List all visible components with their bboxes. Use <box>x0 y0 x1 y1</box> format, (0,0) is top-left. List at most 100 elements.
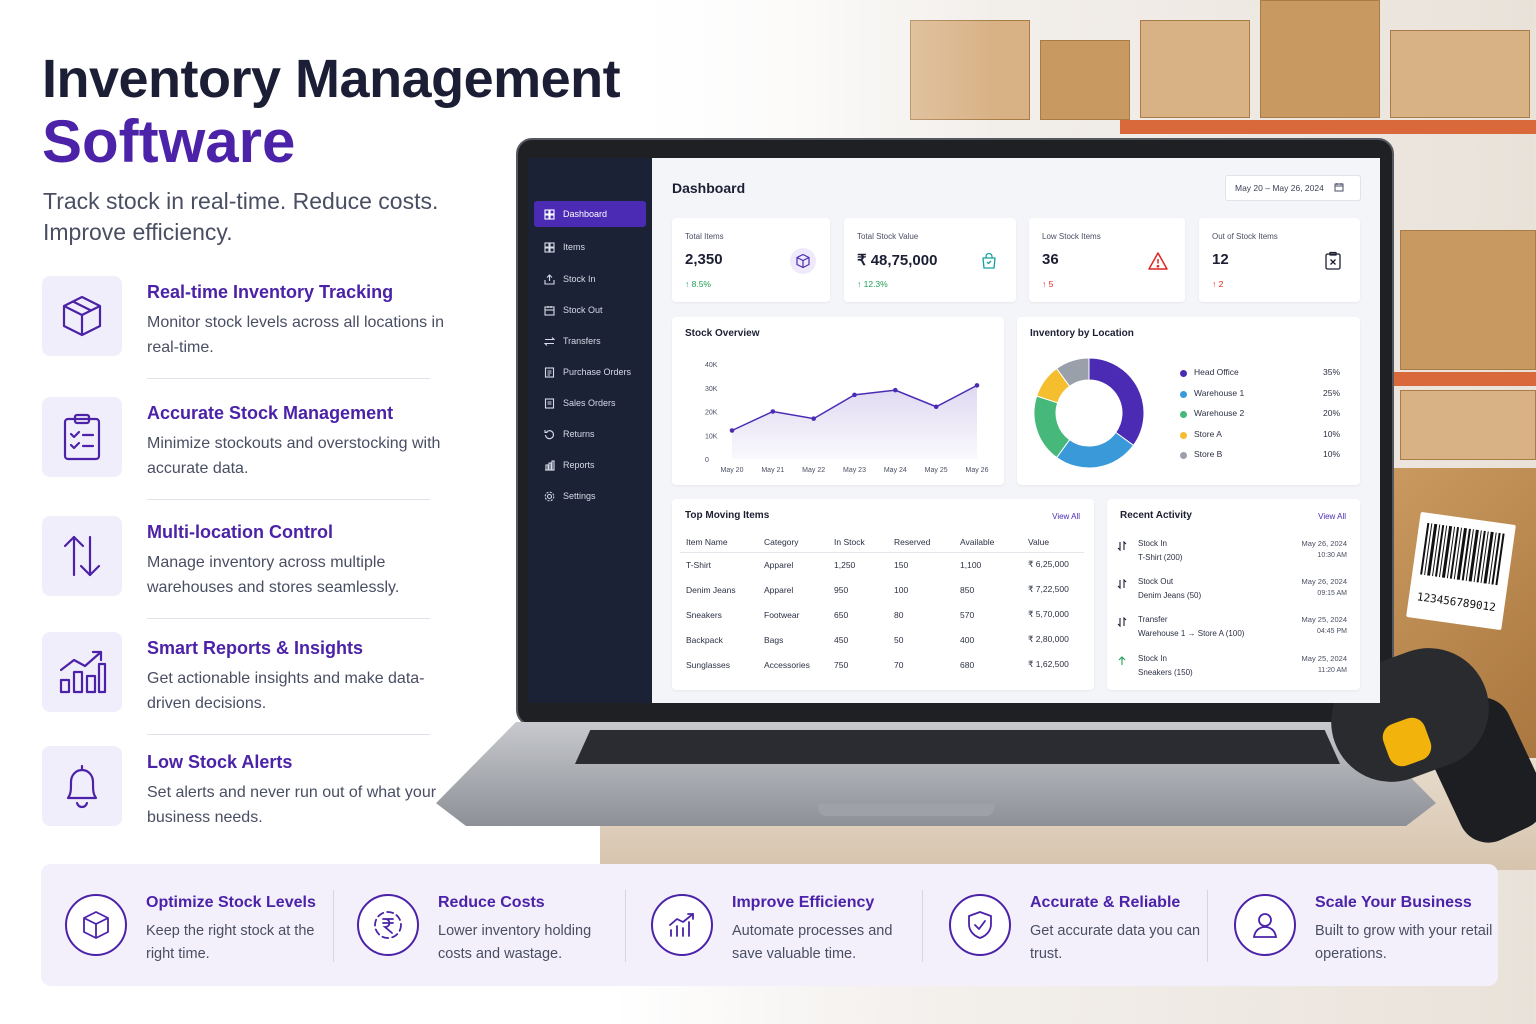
table-cell: ₹ 6,25,000 <box>1028 559 1069 570</box>
app-screen: Dashboard Items Stock In Stock Out Trans… <box>528 158 1380 703</box>
view-all-link[interactable]: View All <box>1318 512 1346 521</box>
data-point[interactable] <box>974 383 980 388</box>
sidebar-item-sales-orders[interactable]: Sales Orders <box>534 390 646 416</box>
sidebar-item-purchase-orders[interactable]: Purchase Orders <box>534 359 646 385</box>
column-header[interactable]: Item Name <box>680 532 758 553</box>
stock-overview-chart: 0 10K 20K 30K 40K May 20 May 21 May 22 May 23 May… <box>705 362 989 474</box>
table-cell: 50 <box>894 634 904 645</box>
sidebar: Dashboard Items Stock In Stock Out Trans… <box>528 158 652 703</box>
table-cell: ₹ 7,22,500 <box>1028 584 1069 594</box>
calendar-icon <box>1334 182 1344 194</box>
table-row[interactable]: Backpack Bags 450 50 400 ₹ 2,80,000 <box>680 627 1084 652</box>
legend-item[interactable]: Warehouse 2 20% <box>1180 408 1340 422</box>
benefit-desc: Built to grow with your retail operation… <box>1315 923 1493 962</box>
table-cell: Bags <box>764 634 784 645</box>
donut-slice[interactable] <box>1088 357 1145 447</box>
activity-item[interactable]: Stock In Sneakers (150) May 25, 2024 11:… <box>1117 654 1347 690</box>
benefits-strip: Optimize Stock Levels Keep the right sto… <box>41 864 1498 986</box>
column-header[interactable]: Reserved <box>888 532 954 553</box>
activity-time: 04:45 PM <box>1317 628 1347 635</box>
x-tick-label: May 24 <box>884 467 907 474</box>
view-all-link[interactable]: View All <box>1052 512 1080 521</box>
benefit-desc: Lower inventory holding costs and wastag… <box>438 923 592 962</box>
sidebar-item-transfers[interactable]: Transfers <box>534 328 646 354</box>
top-items-table: Item Name Category In Stock Reserved Ava… <box>680 532 1084 677</box>
column-header[interactable]: Available <box>954 532 1022 553</box>
column-header[interactable]: Value <box>1022 532 1084 553</box>
legend-item[interactable]: Warehouse 1 25% <box>1180 388 1340 402</box>
kpi-delta: ↑ 5 <box>1042 279 1054 289</box>
sidebar-item-dashboard[interactable]: Dashboard <box>534 201 646 227</box>
feature-title: Low Stock Alerts <box>147 752 293 772</box>
benefit-item: Optimize Stock Levels Keep the right sto… <box>41 864 333 986</box>
legend-swatch <box>1180 370 1187 377</box>
kpi-label: Low Stock Items <box>1042 232 1101 241</box>
kpi-card[interactable]: Total Items 2,350 ↑ 8.5% <box>672 218 830 302</box>
data-point[interactable] <box>811 416 816 421</box>
column-header[interactable]: In Stock <box>828 532 888 553</box>
donut-slice[interactable] <box>1055 431 1135 469</box>
clipboard-checklist-icon <box>42 397 122 477</box>
box-icon <box>42 276 122 356</box>
x-tick-label: May 21 <box>761 467 784 474</box>
table-row[interactable]: Denim Jeans Apparel 950 100 850 ₹ 7,22,500 <box>680 577 1084 602</box>
date-range-picker[interactable]: May 20 – May 26, 2024 <box>1225 175 1361 201</box>
sales-order-icon <box>544 397 555 409</box>
stock-out-icon <box>544 305 555 316</box>
table-row[interactable]: Sunglasses Accessories 750 70 680 ₹ 1,62,500 <box>680 652 1084 677</box>
feature-title: Accurate Stock Management <box>147 403 394 423</box>
table-row[interactable]: T-Shirt Apparel 1,250 150 1,100 ₹ 6,25,000 <box>680 552 1084 577</box>
sidebar-item-stock-in[interactable]: Stock In <box>534 266 646 292</box>
data-point[interactable] <box>933 404 939 410</box>
kpi-card[interactable]: Total Stock Value ₹ 48,75,000 ↑ 12.3% <box>844 218 1016 302</box>
table-cell: 1,100 <box>960 559 982 570</box>
data-point[interactable] <box>852 392 857 398</box>
kpi-card[interactable]: Out of Stock Items 12 ↑ 2 <box>1199 218 1360 302</box>
sidebar-item-settings[interactable]: Settings <box>534 483 646 509</box>
hero-title-line1: Inventory Management <box>42 49 621 109</box>
activity-item[interactable]: Stock In T-Shirt (200) May 26, 2024 10:3… <box>1117 539 1347 575</box>
legend-item[interactable]: Store A 10% <box>1180 429 1340 443</box>
user-icon <box>1234 894 1296 956</box>
table-cell: Denim Jeans <box>686 584 736 595</box>
kpi-value: 36 <box>1042 251 1059 268</box>
activity-time: 11:20 AM <box>1317 667 1347 674</box>
table-cell: Backpack <box>686 634 723 645</box>
sidebar-item-items[interactable]: Items <box>534 234 646 260</box>
sidebar-item-label: Sales Orders <box>563 398 616 408</box>
data-point[interactable] <box>729 428 735 433</box>
legend-item[interactable]: Store B 10% <box>1180 449 1340 463</box>
sidebar-item-stock-out[interactable]: Stock Out <box>534 297 646 323</box>
table-row[interactable]: Sneakers Footwear 650 80 570 ₹ 5,70,000 <box>680 602 1084 627</box>
feature-item: Multi-location Control Manage inventory … <box>42 516 442 619</box>
table-cell: ₹ 2,80,000 <box>1028 634 1069 644</box>
column-header[interactable]: Category <box>758 532 828 553</box>
x-tick-label: May 25 <box>925 467 948 474</box>
legend-label: Store B <box>1194 449 1223 459</box>
transfer-arrows-icon <box>42 516 122 596</box>
activity-item[interactable]: Stock Out Denim Jeans (50) May 26, 2024 … <box>1117 577 1347 613</box>
benefit-title: Optimize Stock Levels <box>146 894 316 911</box>
y-tick-label: 20K <box>705 410 718 417</box>
x-tick-label: May 22 <box>802 467 825 474</box>
sidebar-item-reports[interactable]: Reports <box>534 452 646 478</box>
kpi-card[interactable]: Low Stock Items 36 ↑ 5 <box>1029 218 1185 302</box>
feature-desc: Get actionable insights and make data-dr… <box>147 670 425 712</box>
sidebar-item-label: Returns <box>563 429 595 439</box>
table-cell: 150 <box>894 559 909 570</box>
donut-slice[interactable] <box>1055 357 1090 388</box>
sidebar-item-label: Stock In <box>563 274 596 284</box>
kpi-delta: ↑ 12.3% <box>857 279 888 289</box>
purchase-order-icon <box>544 366 555 378</box>
legend-swatch <box>1180 390 1187 398</box>
benefit-title: Improve Efficiency <box>732 894 875 911</box>
inventory-location-card: Inventory by Location Head Office 35% Ware… <box>1017 317 1360 485</box>
legend-item[interactable]: Head Office 35% <box>1180 367 1340 381</box>
data-point[interactable] <box>893 387 898 393</box>
benefit-desc: Automate processes and save valuable tim… <box>732 923 893 962</box>
activity-item[interactable]: Transfer Warehouse 1 → Store A (100) May… <box>1117 615 1347 651</box>
table-cell: Sneakers <box>686 609 722 620</box>
data-point[interactable] <box>770 409 776 414</box>
sidebar-item-returns[interactable]: Returns <box>534 421 646 447</box>
activity-date: May 26, 2024 <box>1301 539 1347 548</box>
